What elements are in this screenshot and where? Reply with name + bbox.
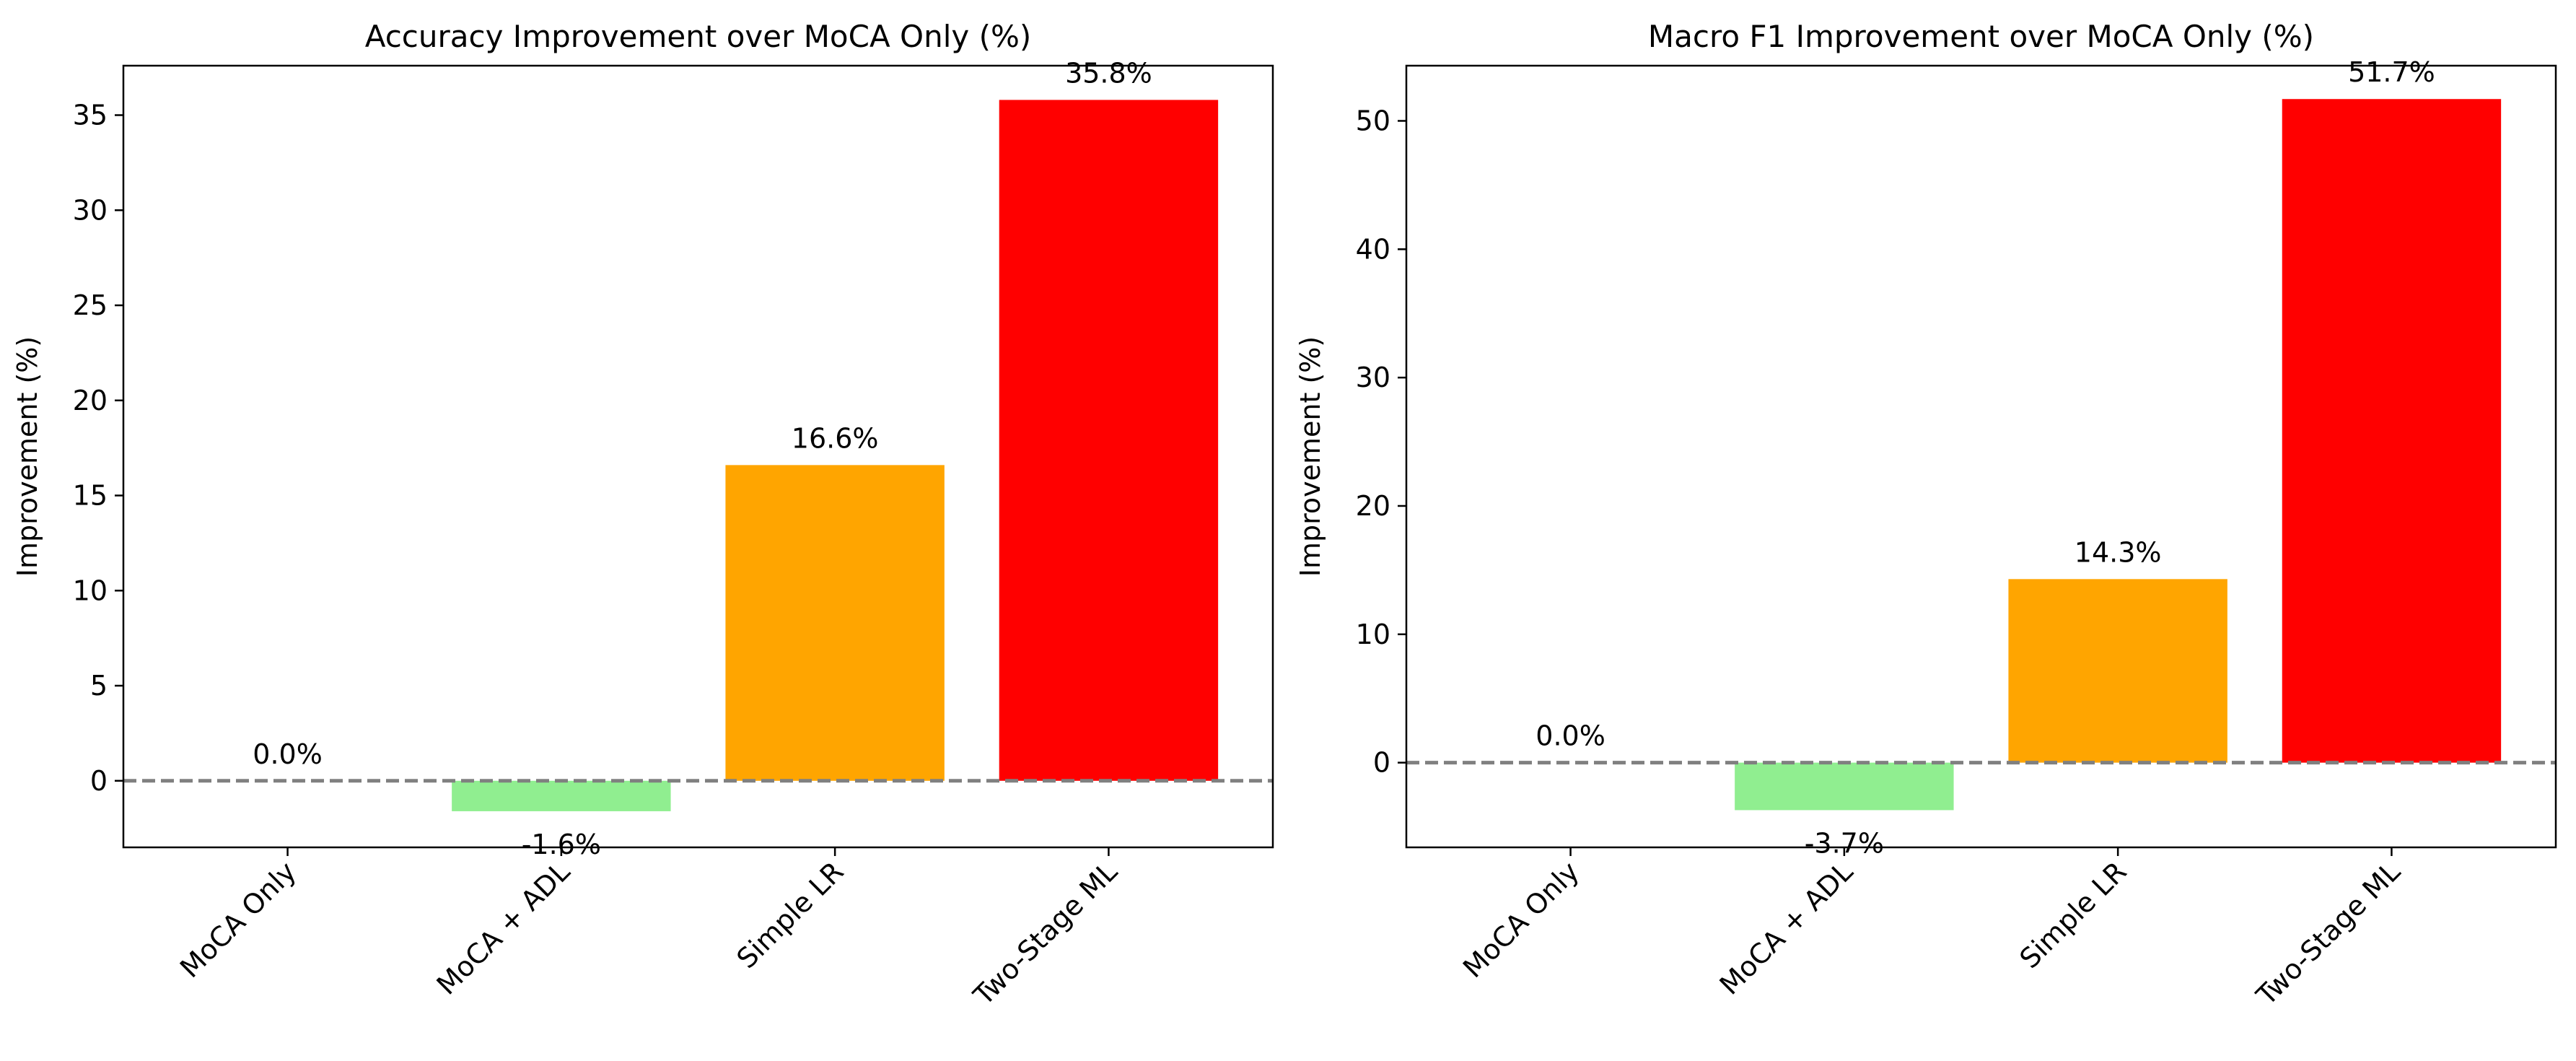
y-axis-ticks: 0 5 10 15 20 25 30 35: [73, 100, 123, 797]
bar-moca-adl: [1735, 762, 1954, 811]
y-tick-label: 15: [73, 480, 108, 512]
bar-simple-lr: [2008, 579, 2227, 763]
data-label: 16.6%: [792, 422, 879, 454]
y-tick-label: 10: [73, 575, 108, 606]
data-labels: 0.0% -1.6% 16.6% 35.8%: [253, 57, 1152, 860]
bar-moca-adl: [452, 780, 671, 811]
y-tick-label: 40: [1356, 233, 1390, 265]
bar-two-stage-ml: [999, 100, 1219, 781]
data-label: 14.3%: [2075, 536, 2162, 568]
y-tick-label: 50: [1356, 105, 1390, 136]
y-tick-label: 5: [90, 670, 108, 702]
bar-two-stage-ml: [2282, 99, 2502, 763]
y-tick-label: 35: [73, 100, 108, 131]
data-label: 0.0%: [253, 738, 323, 770]
y-tick-label: 20: [1356, 490, 1390, 522]
data-label: 0.0%: [1535, 720, 1605, 752]
data-label: 35.8%: [1065, 57, 1152, 89]
bar-group: [452, 100, 1219, 811]
y-tick-label: 25: [73, 289, 108, 321]
y-tick-label: 0: [90, 765, 108, 797]
y-axis-label: Improvement (%): [1294, 336, 1326, 577]
data-label: 51.7%: [2348, 56, 2435, 88]
data-label: -1.6%: [522, 829, 601, 860]
chart-title: Accuracy Improvement over MoCA Only (%): [365, 19, 1032, 54]
plot-frame: [122, 64, 1274, 849]
y-tick-label: 0: [1373, 747, 1390, 779]
data-labels: 0.0% -3.7% 14.3% 51.7%: [1535, 56, 2435, 859]
bar-group: [1735, 99, 2502, 811]
y-tick-label: 10: [1356, 619, 1390, 650]
y-tick-label: 30: [73, 194, 108, 226]
y-tick-label: 30: [1356, 362, 1390, 393]
y-tick-label: 20: [73, 385, 108, 416]
bar-simple-lr: [725, 465, 945, 781]
y-axis-label: Improvement (%): [12, 336, 43, 577]
chart-title: Macro F1 Improvement over MoCA Only (%): [1648, 19, 2314, 54]
y-axis-ticks: 0 10 20 30 40 50: [1356, 105, 1406, 779]
plot-frame: [1405, 64, 2557, 849]
data-label: -3.7%: [1805, 827, 1884, 859]
